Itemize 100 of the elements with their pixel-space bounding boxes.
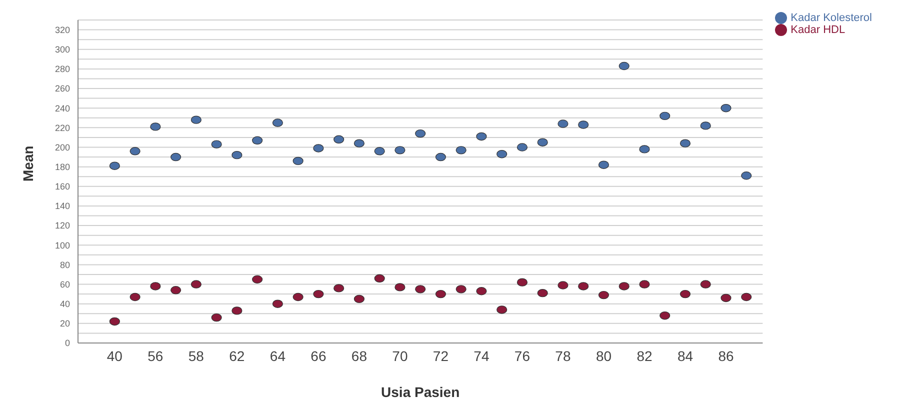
point	[252, 136, 263, 144]
point	[598, 160, 610, 169]
point	[232, 306, 242, 315]
x-tick-label: 70	[392, 348, 408, 364]
y-tick-label: 40	[60, 299, 70, 310]
y-tick-label: 240	[54, 103, 70, 114]
point	[639, 145, 650, 154]
x-tick-label: 66	[310, 348, 326, 364]
point	[211, 140, 222, 148]
y-tick-label: 120	[54, 220, 70, 231]
point	[578, 120, 589, 129]
y-tick-label: 80	[60, 260, 70, 270]
point	[394, 283, 406, 292]
point	[741, 292, 752, 302]
point	[292, 292, 304, 302]
x-tick-label: 56	[148, 348, 164, 364]
point	[496, 306, 508, 314]
point	[190, 116, 202, 124]
point	[292, 156, 304, 166]
point	[354, 139, 365, 148]
point	[680, 290, 691, 298]
point	[700, 122, 711, 130]
y-tick-label: 140	[54, 201, 70, 212]
x-axis-title: Usia Pasien	[381, 384, 460, 400]
point	[435, 290, 446, 298]
x-tick-label: 64	[270, 348, 286, 364]
point	[660, 112, 670, 120]
point	[374, 274, 385, 282]
point	[516, 278, 528, 286]
point	[660, 311, 670, 320]
point	[150, 282, 161, 290]
point	[456, 285, 466, 294]
point	[109, 317, 120, 326]
y-tick-label: 60	[60, 279, 70, 290]
point	[415, 285, 426, 294]
point	[313, 144, 324, 152]
x-tick-label: 58	[188, 348, 204, 364]
y-tick-label: 200	[54, 142, 70, 152]
point	[680, 139, 691, 148]
point	[558, 120, 568, 128]
y-tick-label: 0	[64, 338, 70, 348]
x-tick-label: 62	[229, 348, 245, 364]
y-tick-label: 100	[54, 240, 70, 250]
point	[190, 280, 202, 288]
point	[211, 313, 222, 322]
x-tick-label: 82	[636, 348, 652, 364]
point	[313, 290, 324, 298]
point	[456, 146, 466, 154]
point	[170, 152, 182, 162]
point	[170, 286, 182, 294]
y-tick-label: 280	[54, 64, 70, 74]
point	[109, 162, 120, 170]
point	[435, 152, 446, 162]
x-tick-label: 74	[474, 348, 490, 364]
point	[598, 290, 610, 300]
point	[334, 284, 344, 292]
legend-label: Kadar Kolesterol	[790, 12, 872, 24]
point	[272, 300, 283, 308]
y-tick-label: 320	[54, 24, 70, 35]
point	[334, 135, 344, 144]
x-tick-label: 72	[432, 348, 449, 364]
y-tick-label: 160	[54, 182, 70, 192]
point	[496, 150, 508, 158]
point	[476, 132, 487, 141]
x-tick-label: 86	[718, 348, 734, 364]
point	[415, 129, 426, 138]
point	[374, 147, 385, 156]
y-tick-label: 180	[54, 162, 70, 172]
point	[130, 147, 140, 156]
point	[700, 280, 711, 288]
point	[741, 172, 752, 180]
y-axis-title: Mean	[20, 146, 36, 182]
x-tick-label: 76	[514, 348, 530, 364]
point	[558, 281, 568, 290]
point	[130, 292, 140, 302]
point	[537, 288, 548, 298]
point	[150, 122, 161, 131]
x-tick-label: 84	[677, 348, 694, 364]
point	[720, 294, 732, 302]
point	[578, 282, 589, 290]
y-tick-label: 260	[54, 84, 70, 94]
point	[618, 62, 630, 70]
point	[516, 143, 528, 152]
x-tick-label: 78	[555, 348, 571, 364]
point	[639, 280, 650, 288]
x-tick-label: 68	[351, 348, 368, 364]
point	[272, 118, 283, 127]
point	[476, 287, 487, 296]
x-tick-label: 40	[106, 348, 123, 364]
point	[618, 282, 630, 290]
y-tick-label: 300	[54, 44, 70, 55]
point	[537, 138, 548, 146]
point	[232, 150, 242, 160]
point	[354, 294, 365, 304]
point	[394, 146, 406, 154]
x-tick-label: 80	[596, 348, 612, 364]
y-tick-label: 20	[60, 318, 70, 329]
y-tick-label: 220	[54, 122, 70, 133]
legend-label: Kadar HDL	[790, 24, 846, 36]
point	[720, 104, 732, 112]
